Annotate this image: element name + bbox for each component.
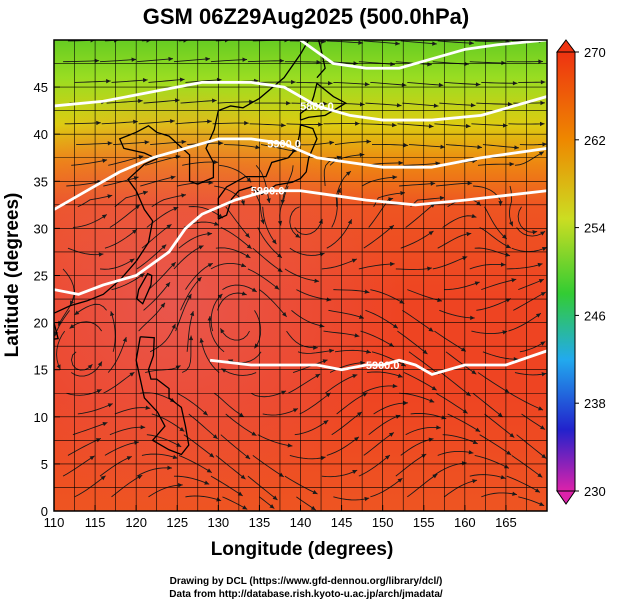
y-tick-label: 25 (34, 269, 48, 284)
credit-line-dcl: Drawing by DCL (https://www.gfd-dennou.o… (170, 576, 443, 587)
contour-label: 5900.0 (267, 139, 301, 151)
chart-title: GSM 06Z29Aug2025 (500.0hPa) (143, 4, 469, 29)
colorbar-tick-label: 238 (584, 396, 606, 411)
y-tick-label: 5 (41, 457, 48, 472)
y-axis-label: Latitude (degrees) (2, 193, 23, 358)
colorbar-tick-label: 254 (584, 221, 606, 236)
colorbar-gradient (557, 52, 575, 491)
y-tick-label: 20 (34, 316, 48, 331)
x-tick-label: 130 (207, 515, 229, 530)
y-tick-label: 10 (34, 410, 48, 425)
colorbar-tick-label: 230 (584, 484, 606, 499)
contour-label: 5800.0 (300, 101, 334, 113)
colorbar-ticks: 230 238 246 254 262 270 (575, 45, 606, 499)
y-tick-label: 35 (34, 174, 48, 189)
x-tick-label: 120 (125, 515, 147, 530)
y-tick-label: 30 (34, 221, 48, 236)
y-tick-label: 45 (34, 80, 48, 95)
y-tick-label: 40 (34, 127, 48, 142)
x-tick-label: 115 (85, 515, 106, 530)
x-tick-label: 140 (290, 515, 312, 530)
colorbar: 230 238 246 254 262 270 (557, 40, 606, 504)
x-tick-label: 145 (331, 515, 353, 530)
x-tick-label: 135 (249, 515, 271, 530)
x-tick-label: 160 (454, 515, 476, 530)
credit-line-data: Data from http://database.rish.kyoto-u.a… (169, 589, 443, 600)
contour-label: 5900.0 (251, 186, 285, 198)
x-axis-label: Longitude (degrees) (211, 539, 394, 560)
y-tick-label: 0 (41, 504, 48, 519)
x-tick-label: 155 (413, 515, 435, 530)
contour-label: 5900.0 (366, 360, 400, 372)
x-tick-label: 125 (166, 515, 188, 530)
y-tick-label: 15 (34, 363, 48, 378)
x-tick-label: 165 (495, 515, 517, 530)
colorbar-tick-label: 262 (584, 133, 606, 148)
colorbar-top-arrow (557, 40, 575, 52)
colorbar-bottom-arrow (557, 491, 575, 504)
colorbar-tick-label: 246 (584, 308, 606, 323)
colorbar-tick-label: 270 (584, 45, 606, 60)
x-tick-label: 150 (372, 515, 394, 530)
